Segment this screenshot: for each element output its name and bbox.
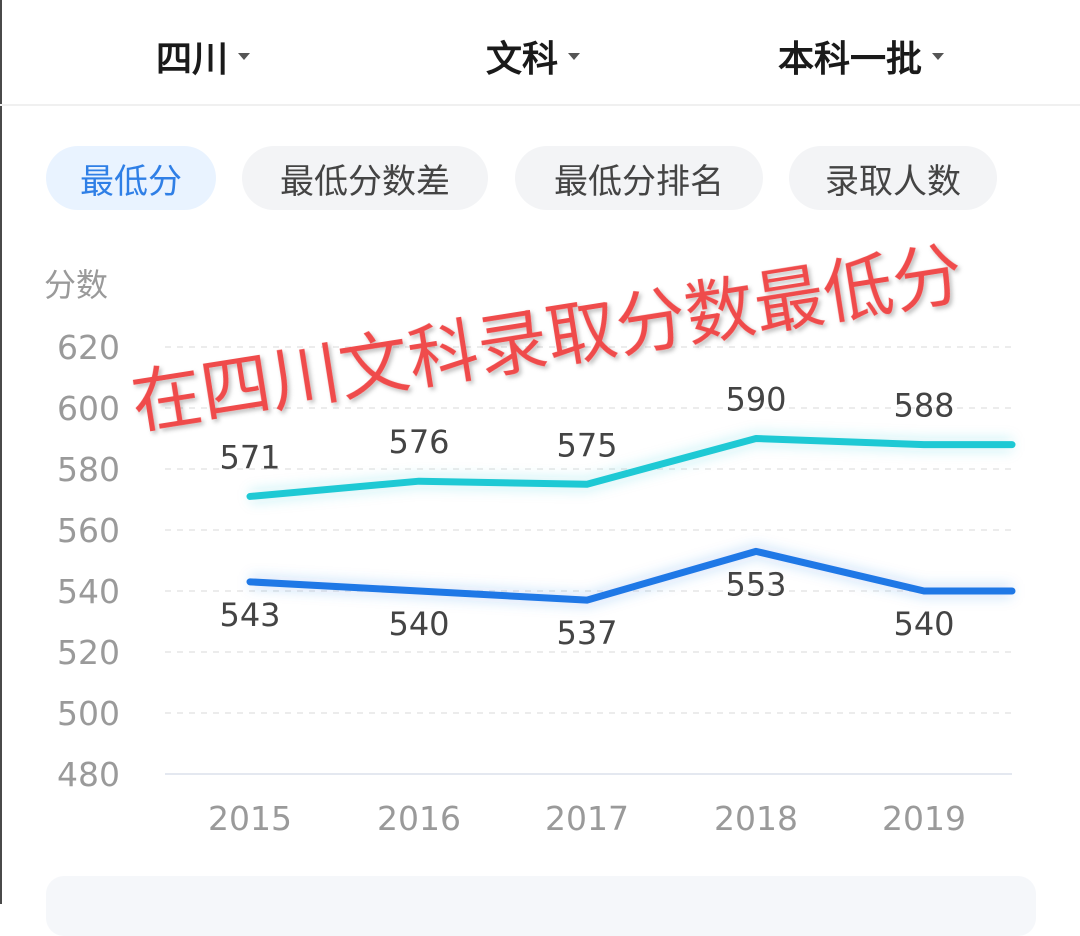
tab-min-score-label: 最低分 [80,161,182,202]
y-axis-ticks: 480 500 520 540 560 580 600 620 [57,328,120,794]
x-tick-label: 2015 [208,799,292,838]
data-label: 571 [219,438,280,476]
tab-min-score-rank-label: 最低分排名 [554,161,724,202]
x-tick-label: 2017 [545,799,629,838]
series-glow [249,544,1012,608]
tab-min-score[interactable]: 最低分 [46,146,216,210]
filter-bar: 四川 文科 本科一批 [0,0,1080,104]
x-tick-label: 2019 [882,799,966,838]
y-tick-label: 600 [57,389,120,428]
overlay-annotation: 在四川文科录取分数最低分 [126,232,968,444]
province-filter-dropdown[interactable]: 四川 [156,28,251,84]
data-label: 588 [893,387,954,425]
y-tick-label: 540 [57,572,120,611]
tab-min-score-diff-label: 最低分数差 [280,161,450,202]
data-labels: 571 576 575 590 588 543 540 537 553 540 [219,381,954,653]
chevron-down-icon [238,52,251,60]
tab-min-score-diff[interactable]: 最低分数差 [242,146,488,210]
data-label: 540 [388,605,449,643]
series-lines [246,431,1016,608]
data-label: 553 [725,565,786,603]
subject-filter-dropdown[interactable]: 文科 [486,28,581,84]
frame-edge [0,0,2,904]
data-label: 590 [725,381,786,419]
metric-tabs: 最低分 最低分数差 最低分排名 录取人数 [0,146,1080,210]
data-label: 575 [556,426,617,464]
tab-admission-count[interactable]: 录取人数 [789,146,997,210]
data-label: 576 [388,423,449,461]
y-tick-label: 520 [57,633,120,672]
y-tick-label: 500 [57,694,120,733]
batch-filter-dropdown[interactable]: 本科一批 [778,28,945,84]
x-tick-label: 2016 [377,799,461,838]
chevron-down-icon [932,52,945,60]
y-tick-label: 580 [57,450,120,489]
tab-min-score-rank[interactable]: 最低分排名 [515,146,763,210]
y-tick-label: 560 [57,511,120,550]
y-tick-label: 480 [57,755,120,794]
tab-admission-count-label: 录取人数 [825,161,961,202]
bottom-card [46,876,1036,936]
data-label: 540 [893,605,954,643]
batch-filter-label: 本科一批 [778,39,923,80]
data-label: 537 [556,614,617,652]
series-line [246,435,1016,500]
series-line [246,547,1016,604]
x-axis-ticks: 2015 2016 2017 2018 2019 [208,799,966,838]
y-axis-title: 分数 [44,266,108,304]
x-tick-label: 2018 [714,799,798,838]
data-label: 543 [219,596,280,634]
filter-divider [0,104,1080,106]
y-tick-label: 620 [57,328,120,367]
chevron-down-icon [568,52,581,60]
score-line-chart: 分数 480 500 520 540 560 580 600 620 2015 2016 2017… [44,232,1016,838]
subject-filter-label: 文科 [486,39,559,80]
gridlines [165,346,1012,775]
province-filter-label: 四川 [156,39,229,80]
